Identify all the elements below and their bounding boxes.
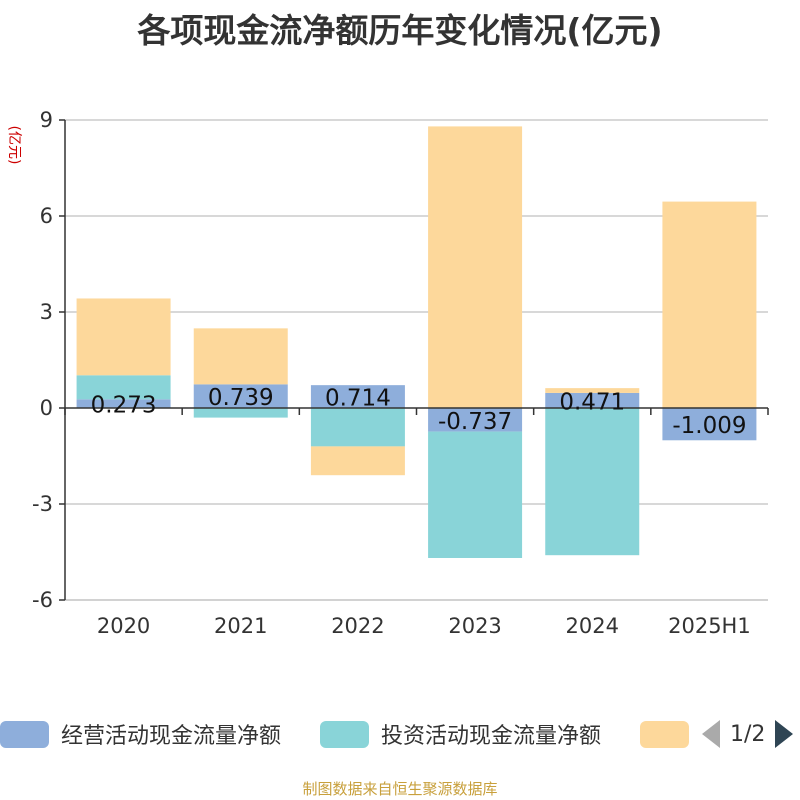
y-tick-label: -6 — [32, 588, 53, 612]
y-tick-label: -3 — [32, 492, 53, 516]
x-tick-label: 2024 — [566, 614, 619, 638]
x-tick-label: 2025H1 — [668, 614, 751, 638]
data-labels: 0.273 0.739 0.714 -0.737 0.471 -1.009 — [91, 385, 747, 439]
x-tick-label: 2023 — [448, 614, 501, 638]
bar-segment-2-2021[interactable] — [193, 408, 288, 418]
data-label: -0.737 — [438, 409, 512, 435]
y-tick-label: 3 — [40, 300, 53, 324]
bar-segment-1-2022[interactable] — [310, 385, 405, 408]
legend-label-operating: 经营活动现金流量净额 — [61, 724, 282, 749]
bar-segment-1-2024[interactable] — [545, 392, 640, 408]
legend: 经营活动现金流量净额 投资活动现金流量净额 1/2 — [0, 716, 800, 752]
bars — [76, 126, 757, 558]
bar-segment-3-2023[interactable] — [428, 126, 523, 409]
data-label: 0.714 — [325, 386, 391, 412]
legend-item-investing[interactable]: 投资活动现金流量净额 — [320, 716, 601, 752]
grid-lines — [65, 119, 768, 601]
legend-swatch-investing — [320, 720, 369, 748]
data-label: 0.471 — [559, 389, 625, 415]
bar-segment-1-2021[interactable] — [193, 384, 288, 408]
data-label: 0.273 — [91, 393, 157, 419]
data-label: 0.739 — [208, 385, 274, 411]
bar-segment-3-2022[interactable] — [310, 446, 405, 476]
bar-segment-2-2022[interactable] — [310, 408, 405, 447]
bar-segment-1-2020[interactable] — [76, 399, 171, 408]
bar-segment-3-2024[interactable] — [545, 388, 640, 393]
chart-title: 各项现金流净额历年变化情况(亿元) — [137, 11, 663, 50]
legend-item-financing[interactable] — [640, 716, 689, 752]
legend-swatch-financing — [640, 720, 689, 748]
bar-segment-1-2025H1[interactable] — [662, 408, 757, 441]
data-label: -1.009 — [672, 413, 746, 439]
pager-prev-icon[interactable] — [702, 720, 720, 748]
bar-segment-2-2023[interactable] — [428, 431, 523, 558]
x-tick-label: 2020 — [97, 614, 150, 638]
x-tick-label: 2022 — [331, 614, 384, 638]
bar-segment-3-2020[interactable] — [76, 298, 171, 376]
data-source-note: 制图数据来自恒生聚源数据库 — [302, 780, 498, 798]
pager-next-icon[interactable] — [775, 720, 794, 748]
bar-segment-1-2023[interactable] — [428, 408, 523, 432]
y-tick-label: 9 — [40, 108, 53, 132]
bar-segment-3-2021[interactable] — [193, 328, 288, 385]
axes: -6 -3 0 3 6 9 2020 2021 2022 2023 2024 2025H1 — [32, 108, 769, 638]
bar-segment-3-2025H1[interactable] — [662, 201, 757, 408]
legend-pager: 1/2 — [702, 716, 794, 752]
bar-segment-2-2024[interactable] — [545, 408, 640, 556]
pager-text: 1/2 — [730, 721, 766, 747]
legend-label-investing: 投资活动现金流量净额 — [381, 724, 602, 749]
legend-swatch-operating — [0, 720, 49, 748]
y-tick-label: 0 — [40, 396, 53, 420]
y-tick-label: 6 — [40, 204, 53, 228]
y-axis-label: (亿元) — [6, 126, 22, 165]
bar-segment-2-2020[interactable] — [76, 375, 171, 400]
legend-item-operating[interactable]: 经营活动现金流量净额 — [0, 716, 281, 752]
x-tick-label: 2021 — [214, 614, 267, 638]
